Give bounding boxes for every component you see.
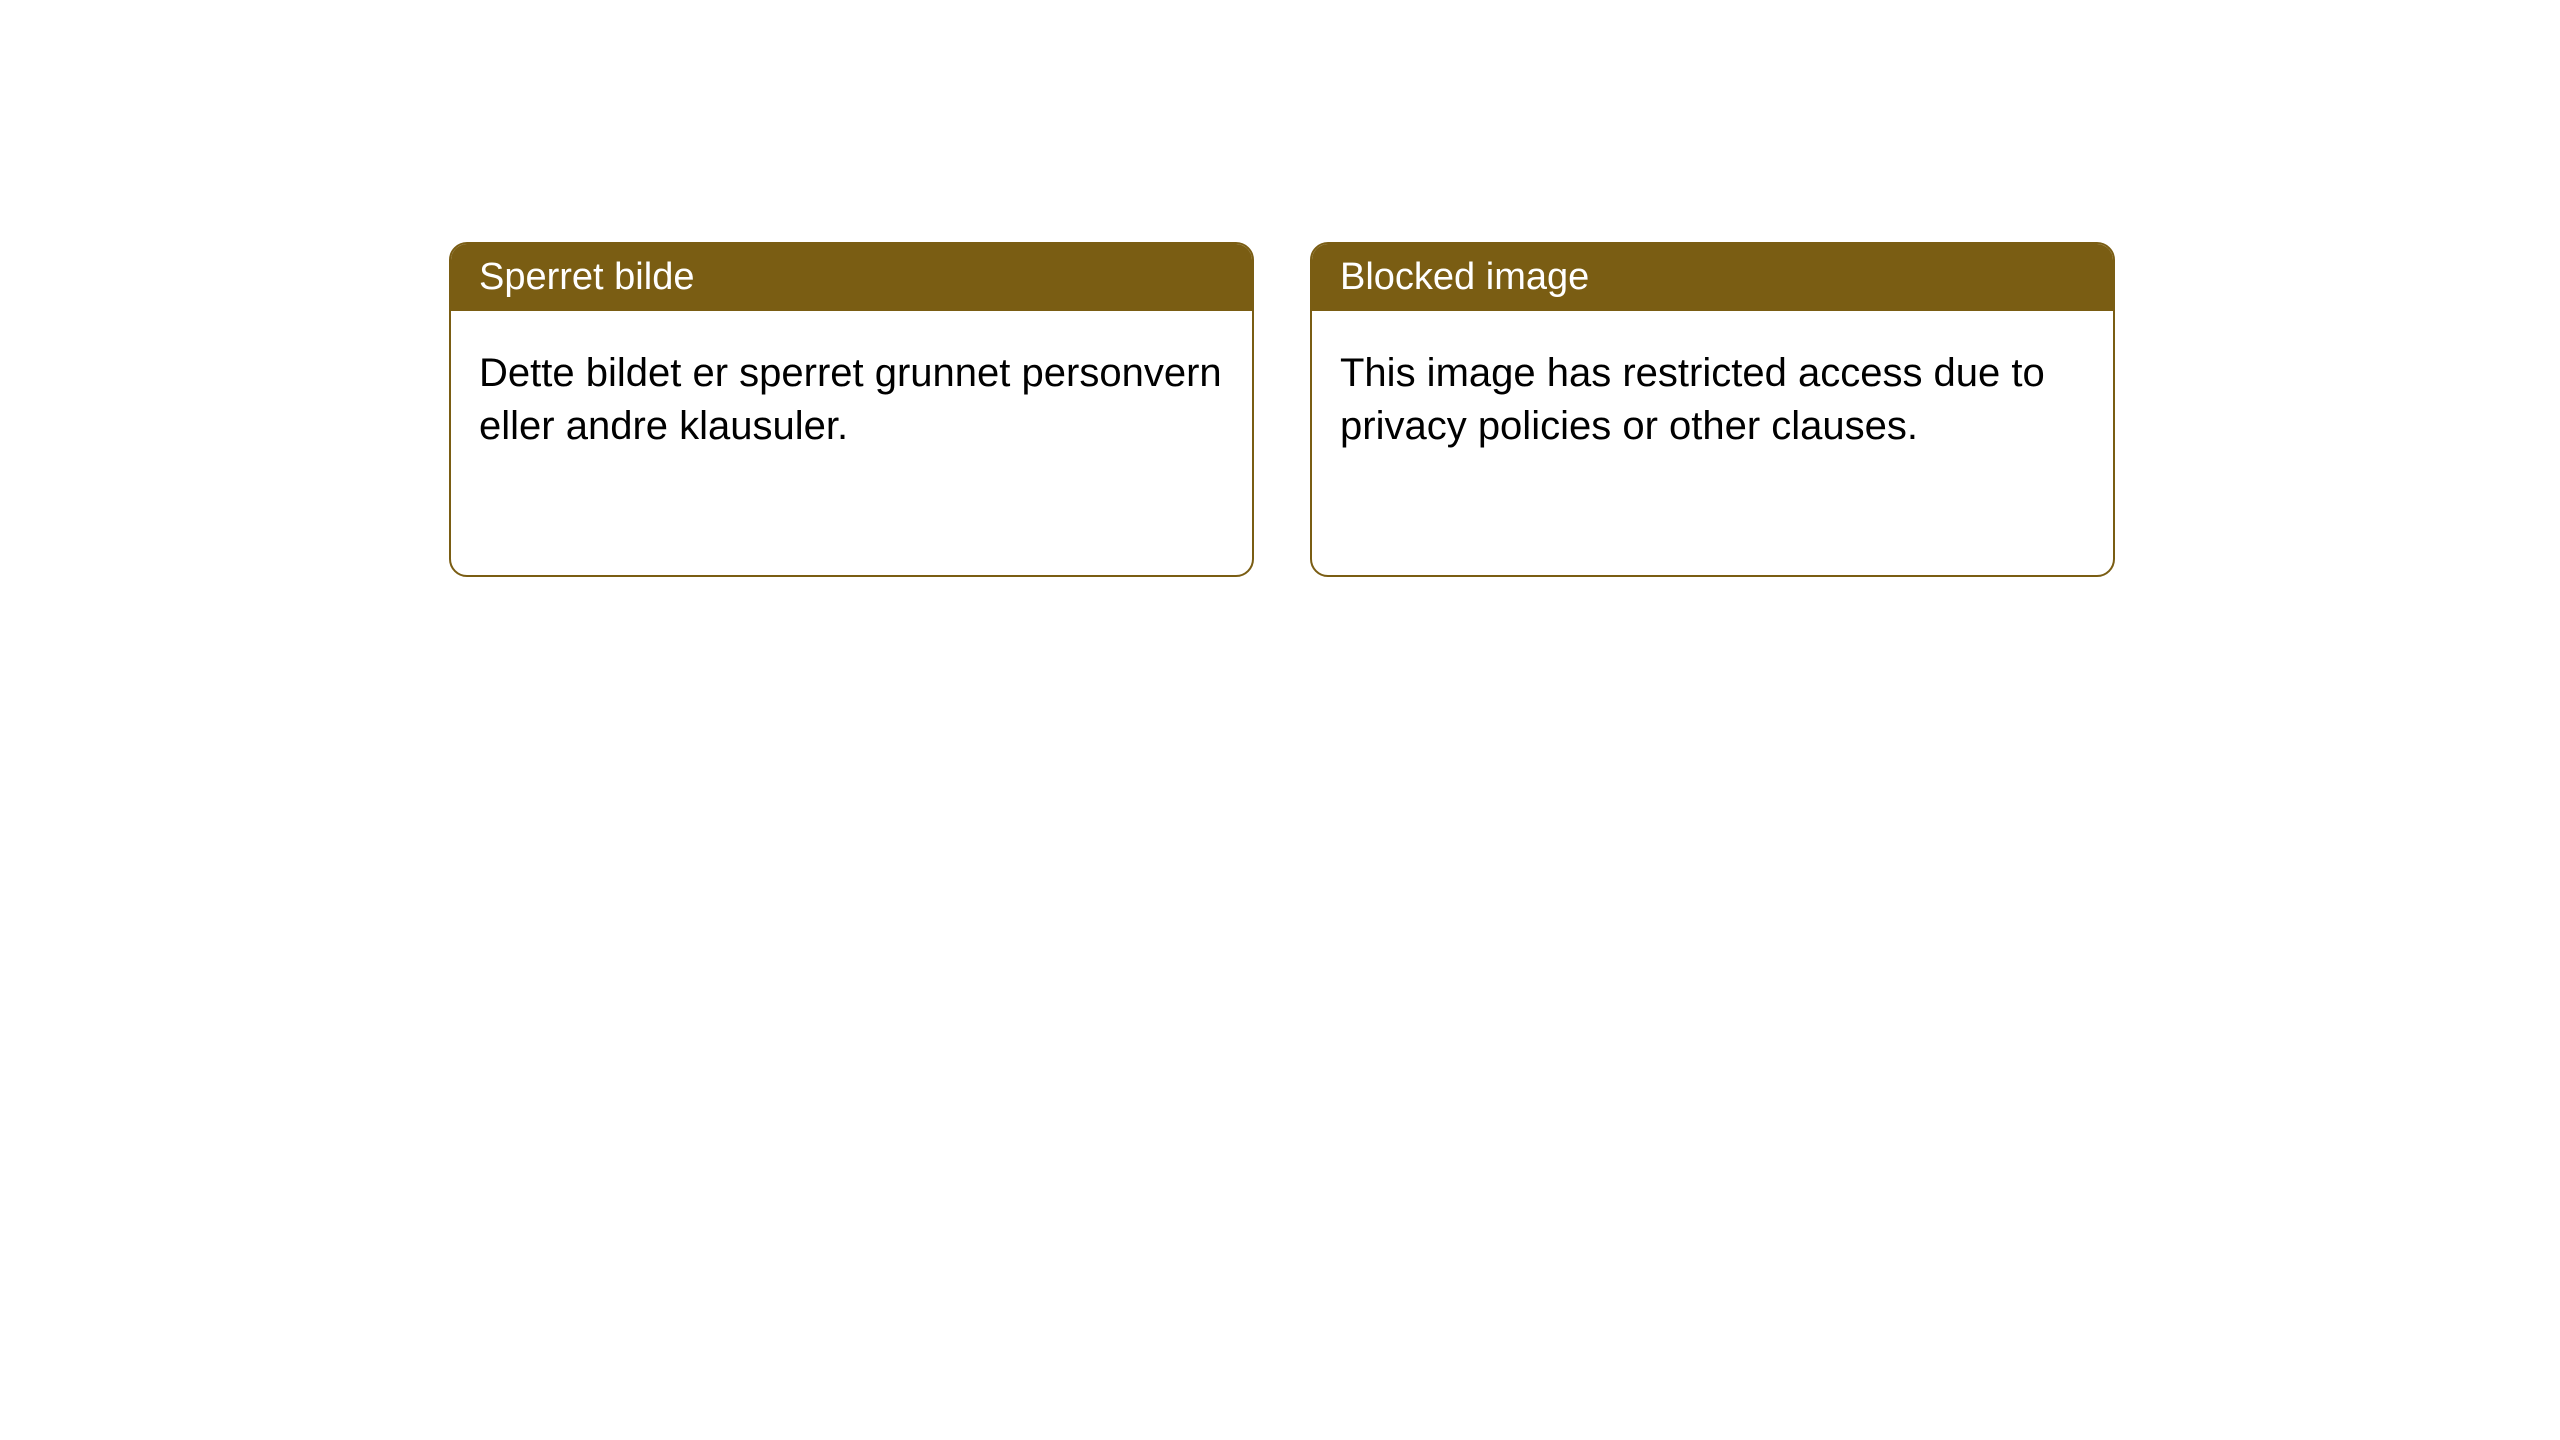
notice-body-english: This image has restricted access due to … bbox=[1312, 311, 2113, 489]
notice-body-norwegian: Dette bildet er sperret grunnet personve… bbox=[451, 311, 1252, 489]
notice-card-english: Blocked image This image has restricted … bbox=[1310, 242, 2115, 577]
notice-header-text: Blocked image bbox=[1340, 256, 1589, 298]
notice-header-text: Sperret bilde bbox=[479, 256, 694, 298]
notice-body-text: Dette bildet er sperret grunnet personve… bbox=[479, 351, 1222, 448]
notice-header-norwegian: Sperret bilde bbox=[451, 244, 1252, 311]
notice-header-english: Blocked image bbox=[1312, 244, 2113, 311]
notice-body-text: This image has restricted access due to … bbox=[1340, 351, 2045, 448]
notice-container: Sperret bilde Dette bildet er sperret gr… bbox=[0, 0, 2560, 577]
notice-card-norwegian: Sperret bilde Dette bildet er sperret gr… bbox=[449, 242, 1254, 577]
